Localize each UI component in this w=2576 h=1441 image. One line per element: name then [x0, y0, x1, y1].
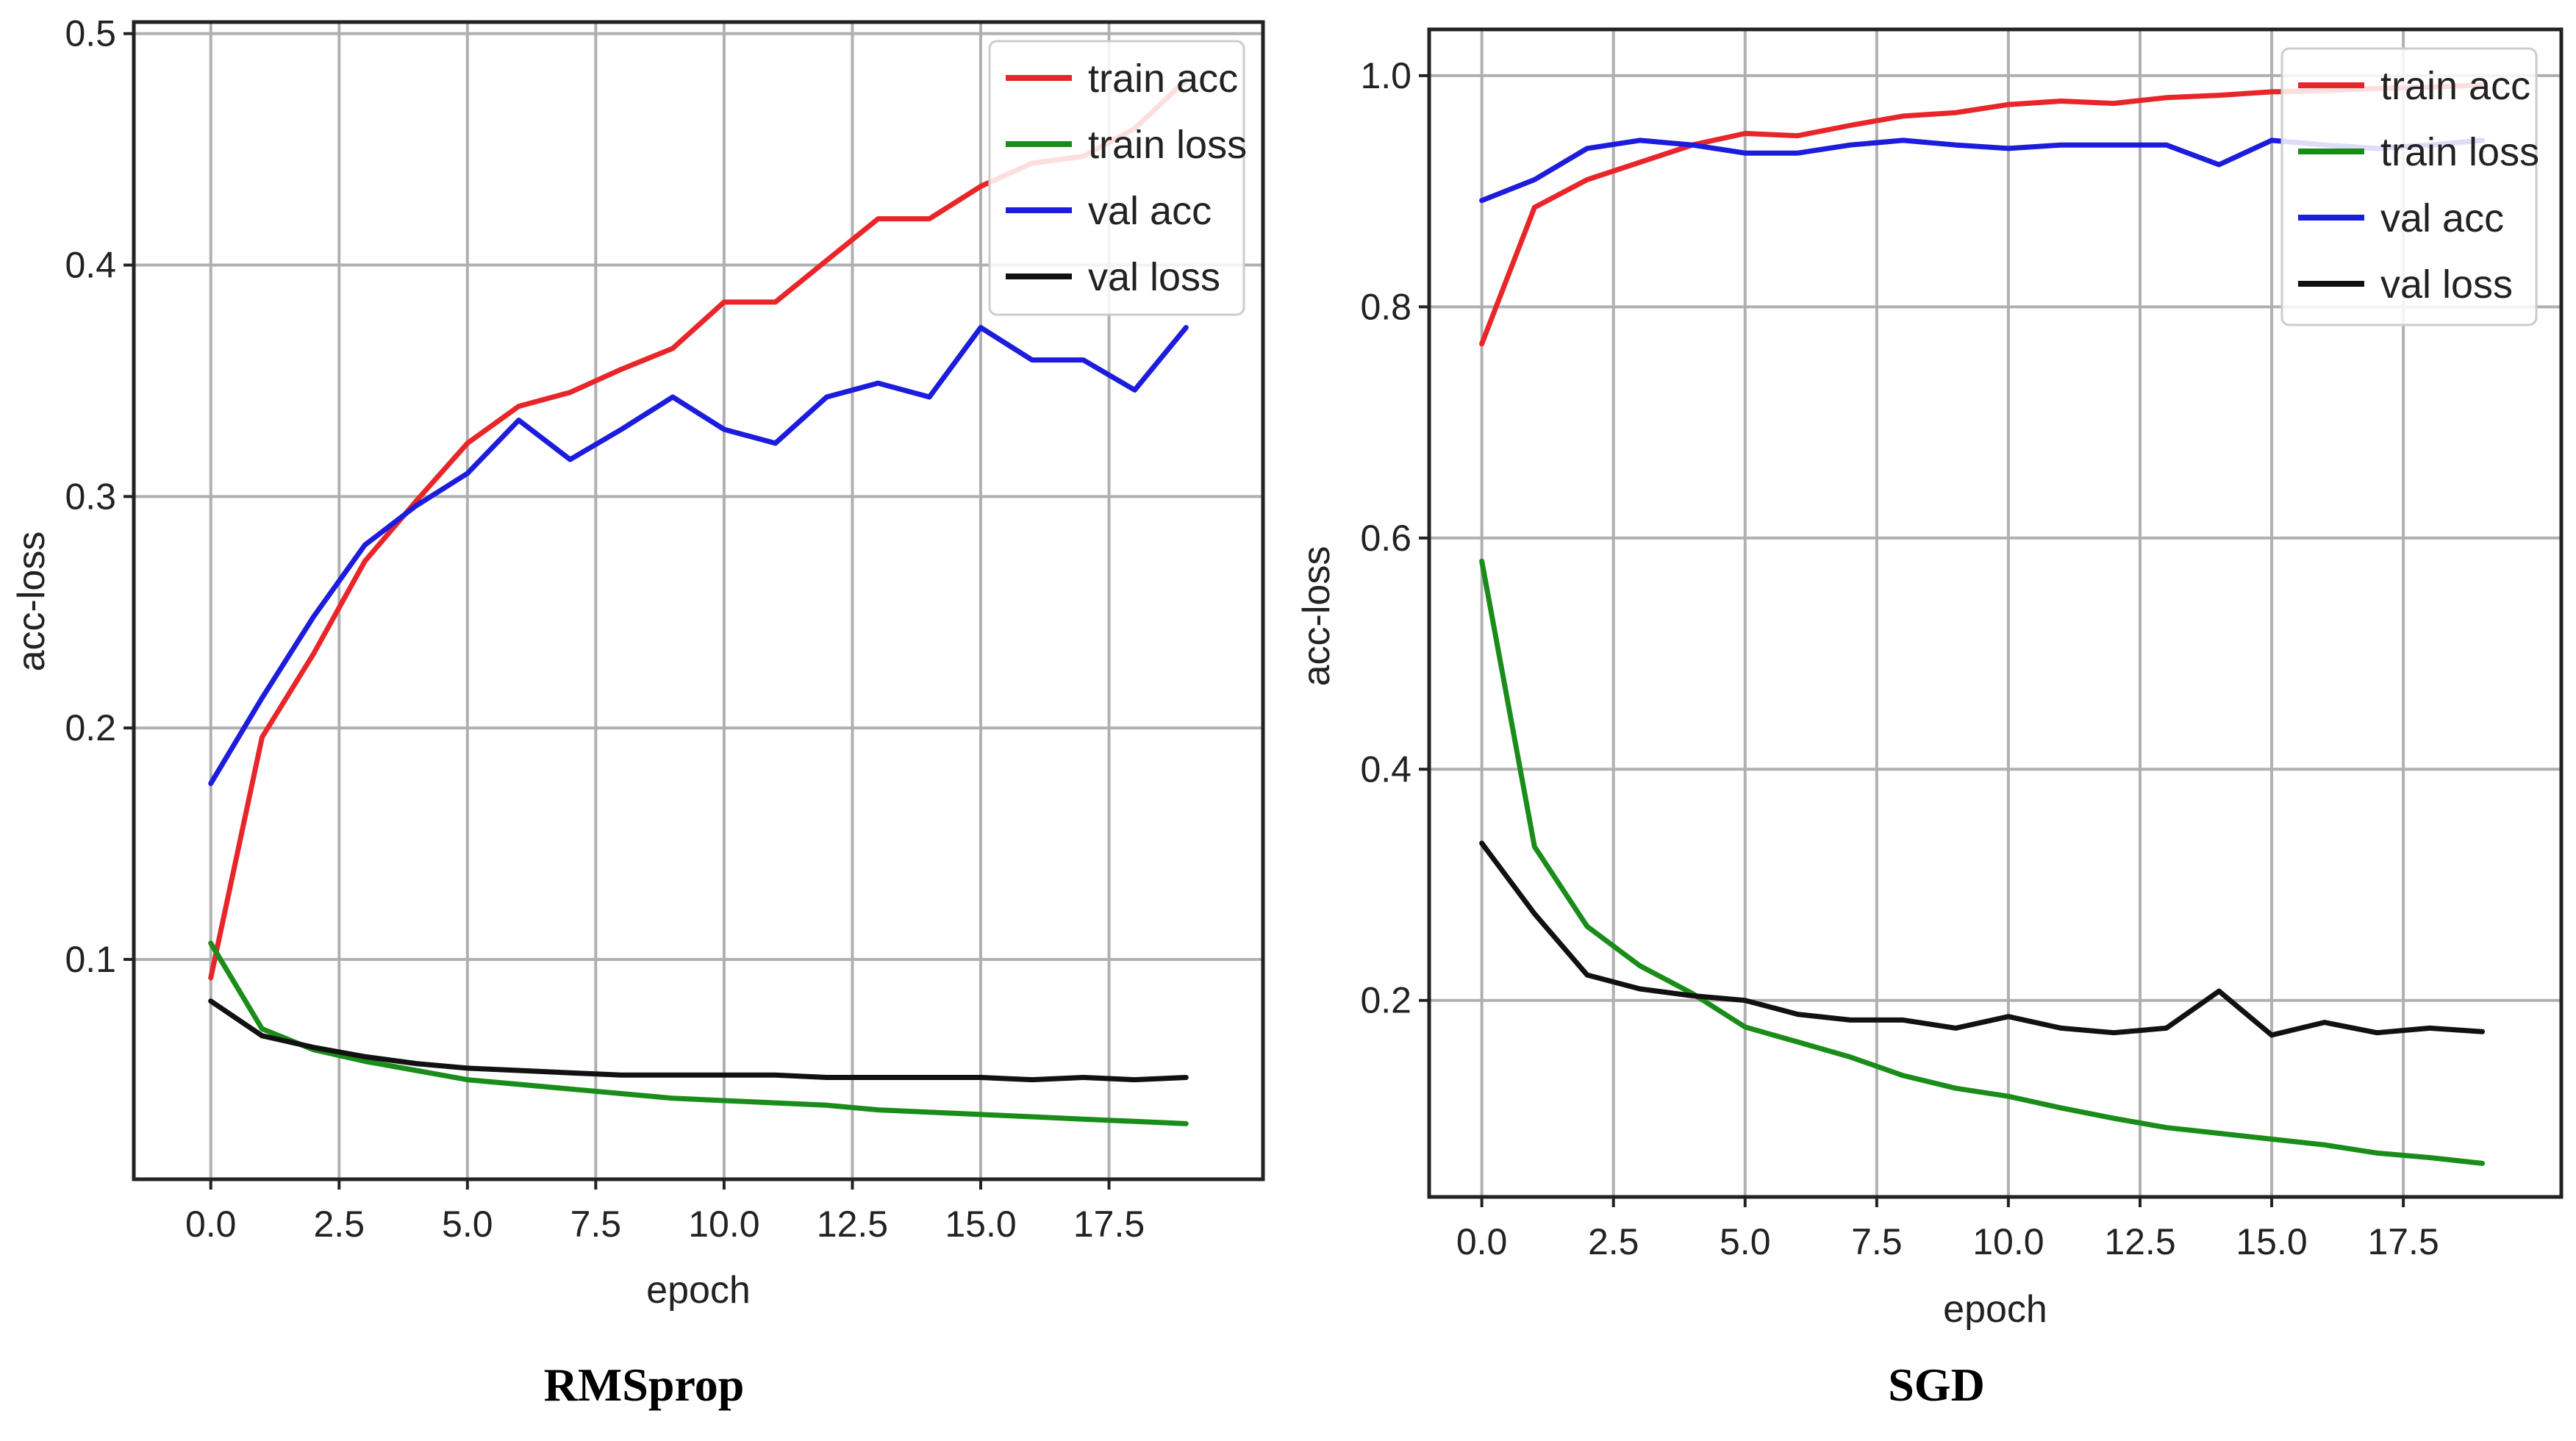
x-tick-label: 2.5 — [314, 1204, 365, 1245]
y-tick-label: 0.2 — [65, 707, 116, 748]
plot-frame — [132, 20, 1265, 1181]
legend-label: val loss — [1088, 255, 1220, 299]
chart-caption: RMSprop — [544, 1359, 745, 1411]
x-tick-label: 12.5 — [817, 1204, 888, 1245]
y-tick-label: 0.8 — [1360, 286, 1412, 327]
series-line-val-loss — [208, 998, 1189, 1083]
sgd-chart: 0.0 2.5 5.0 7.5 10.0 12.5 15.0 17.5 0.2 0.4 0.6 0.8… — [1295, 27, 2564, 1411]
x-tick-label: 10.0 — [688, 1204, 759, 1245]
y-tick-label: 1.0 — [1360, 55, 1412, 96]
y-tick-label: 0.6 — [1360, 518, 1412, 559]
legend-label: val acc — [2380, 196, 2504, 240]
series-line-train-loss — [1479, 558, 2486, 1166]
x-tick-label: 2.5 — [1588, 1221, 1639, 1262]
legend-label: train acc — [1088, 57, 1238, 101]
series-line-train-loss — [208, 940, 1189, 1126]
plot-frame — [1427, 27, 2564, 1199]
x-tick-label: 0.0 — [1456, 1221, 1508, 1262]
x-tick-label: 10.0 — [1972, 1221, 2044, 1262]
x-tick-label: 17.5 — [2367, 1221, 2439, 1262]
x-tick-label: 15.0 — [945, 1204, 1016, 1245]
x-tick-label: 12.5 — [2104, 1221, 2175, 1262]
y-tick-label: 0.5 — [65, 13, 116, 54]
y-axis-label: acc-loss — [10, 532, 53, 672]
legend-label: train loss — [1088, 123, 1247, 167]
x-tick-label: 15.0 — [2236, 1221, 2307, 1262]
y-tick-label: 0.2 — [1360, 980, 1412, 1021]
legend-label: val loss — [2380, 262, 2513, 307]
legend-box — [2280, 47, 2538, 326]
x-tick-label: 17.5 — [1073, 1204, 1145, 1245]
x-tick-label: 7.5 — [1851, 1221, 1903, 1262]
x-tick-label: 5.0 — [442, 1204, 493, 1245]
y-tick-label: 0.4 — [65, 245, 116, 286]
x-axis-label: epoch — [646, 1269, 751, 1312]
x-tick-label: 5.0 — [1720, 1221, 1771, 1262]
chart-caption: SGD — [1888, 1359, 1985, 1411]
legend-label: train loss — [2380, 130, 2539, 174]
legend-box — [988, 40, 1245, 316]
legend: train acc train loss val acc val loss — [2280, 47, 2539, 326]
series-line-val-acc — [208, 325, 1189, 787]
y-axis-label: acc-loss — [1295, 546, 1338, 687]
y-tick-label: 0.4 — [1360, 748, 1412, 790]
y-tick-label: 0.1 — [65, 939, 116, 980]
legend-label: train acc — [2380, 64, 2530, 108]
x-axis-label: epoch — [1943, 1288, 2047, 1331]
legend-label: val acc — [1088, 189, 1212, 233]
series-line-val-loss — [1479, 840, 2486, 1038]
rmsprop-chart: 0.0 2.5 5.0 7.5 10.0 12.5 15.0 17.5 0.1 0.2 0.3 0.4… — [10, 13, 1265, 1411]
legend: train acc train loss val acc val loss — [988, 40, 1247, 316]
y-tick-label: 0.3 — [65, 476, 116, 517]
x-tick-label: 7.5 — [570, 1204, 622, 1245]
x-tick-label: 0.0 — [185, 1204, 237, 1245]
